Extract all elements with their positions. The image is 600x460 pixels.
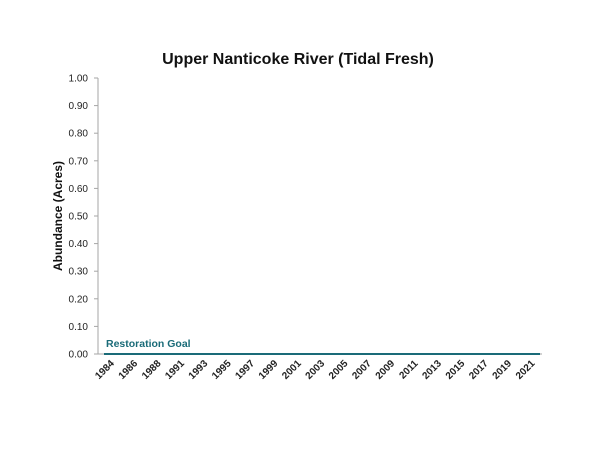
x-tick-label: 1993 xyxy=(187,358,211,382)
x-tick-label: 2009 xyxy=(374,358,398,382)
x-tick-label: 2019 xyxy=(491,358,515,382)
x-tick-label: 2005 xyxy=(327,358,351,382)
x-tick-label: 2001 xyxy=(280,358,304,382)
y-axis-label: Abundance (Acres) xyxy=(51,161,65,271)
x-tick-label: 1995 xyxy=(210,358,234,382)
series-label-restoration-goal: Restoration Goal xyxy=(106,338,191,350)
y-tick-label: 0.50 xyxy=(69,212,89,223)
x-tick-label: 2015 xyxy=(444,358,468,382)
x-tick-label: 1999 xyxy=(257,358,281,382)
y-tick-label: 0.40 xyxy=(69,239,89,250)
series-layer: Restoration Goal xyxy=(104,338,540,355)
x-ticks: 1984 1986 1988 1991 1993 1995 1997 1999 2001 2003… xyxy=(93,358,537,382)
x-tick-label: 2003 xyxy=(304,358,328,382)
y-tick-label: 0.00 xyxy=(69,350,89,361)
x-tick-label: 2021 xyxy=(514,358,538,382)
x-tick-label: 2017 xyxy=(467,358,491,382)
y-tick-label: 0.30 xyxy=(69,267,89,278)
x-tick-label: 1988 xyxy=(140,358,164,382)
x-tick-label: 1997 xyxy=(234,358,258,382)
x-tick-label: 2011 xyxy=(397,358,420,381)
axes xyxy=(97,78,542,355)
x-tick-label: 2007 xyxy=(350,358,374,382)
y-tick-label: 1.00 xyxy=(69,74,89,85)
x-tick-label: 1991 xyxy=(163,358,187,382)
chart-title: Upper Nanticoke River (Tidal Fresh) xyxy=(162,51,434,68)
y-tick-label: 0.20 xyxy=(69,294,89,305)
y-ticks: 0.00 0.10 0.20 0.30 0.40 0.50 0.60 0.70 0.80 0.90… xyxy=(69,74,98,361)
y-tick-label: 0.80 xyxy=(69,129,89,140)
y-tick-label: 0.70 xyxy=(69,156,89,167)
x-tick-label: 2013 xyxy=(420,358,444,382)
x-tick-label: 1986 xyxy=(117,358,141,382)
y-tick-label: 0.90 xyxy=(69,101,89,112)
x-tick-label: 1984 xyxy=(93,358,117,382)
y-tick-label: 0.10 xyxy=(69,322,89,333)
y-tick-label: 0.60 xyxy=(69,184,89,195)
